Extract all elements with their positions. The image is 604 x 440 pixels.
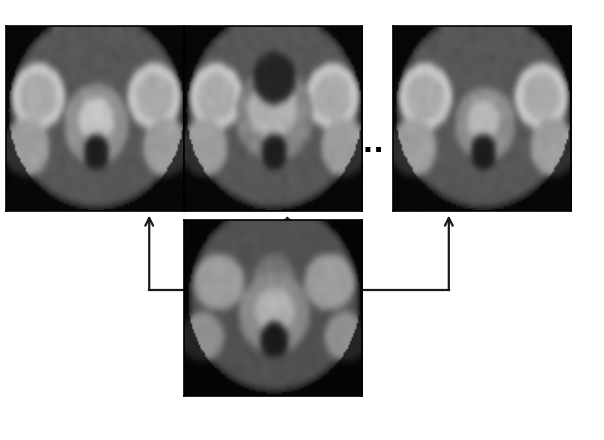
- Text: Subject 1: Subject 1: [107, 52, 191, 70]
- Text: ...: ...: [352, 130, 384, 158]
- Text: Subject 2: Subject 2: [245, 52, 330, 70]
- Text: Prototype $\mathcal{P}_A$: Prototype $\mathcal{P}_A$: [230, 371, 345, 392]
- Text: Subject 7: Subject 7: [406, 52, 491, 70]
